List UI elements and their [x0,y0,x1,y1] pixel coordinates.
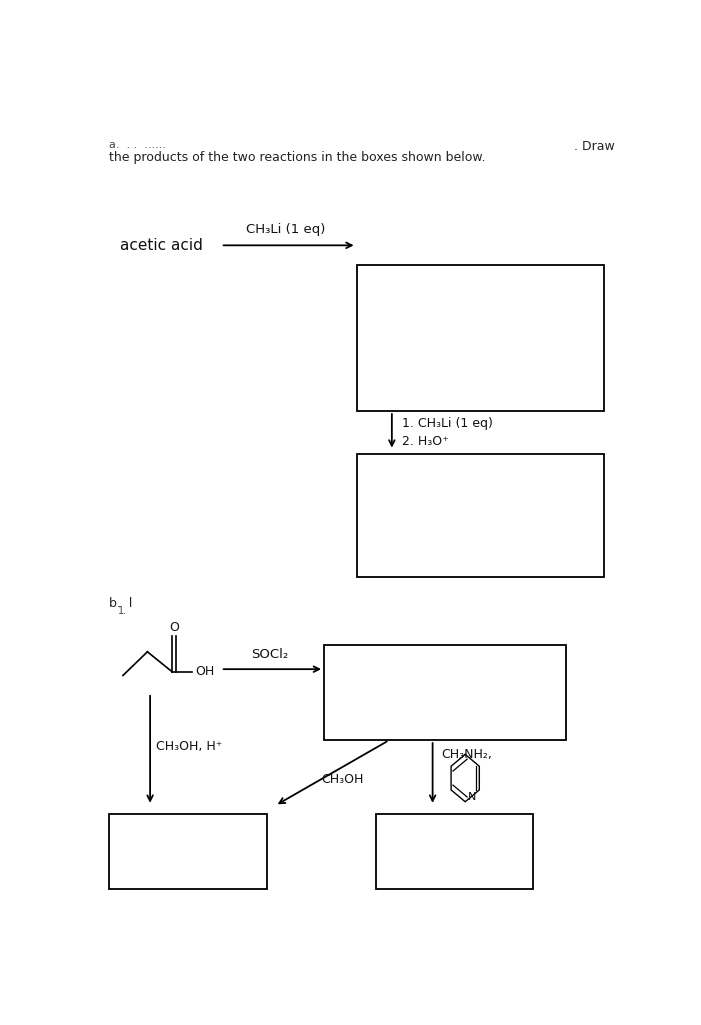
Bar [357,265,604,411]
Text: O: O [169,621,179,633]
Text: 1. CH₃Li (1 eq)
2. H₃O⁺: 1. CH₃Li (1 eq) 2. H₃O⁺ [402,417,493,448]
Bar [324,646,566,740]
Text: CH₃OH: CH₃OH [321,773,364,786]
Text: CH₃NH₂,: CH₃NH₂, [441,748,491,761]
Text: 1.: 1. [118,606,127,616]
Text: CH₃Li (1 eq): CH₃Li (1 eq) [246,222,325,236]
Text: . Draw: . Draw [574,140,615,154]
Text: SOCl₂: SOCl₂ [251,648,288,661]
Text: the products of the two reactions in the boxes shown below.: the products of the two reactions in the… [109,152,486,164]
Text: b.  l: b. l [109,597,132,610]
Text: CH₃OH, H⁺: CH₃OH, H⁺ [156,740,222,753]
Text: a.  . .  ......: a. . . ...... [109,140,166,151]
Text: OH: OH [195,665,215,678]
Text: acetic acid: acetic acid [121,238,203,253]
Bar [376,814,533,889]
Text: N: N [468,792,477,803]
Bar [357,454,604,577]
Bar [109,814,267,889]
